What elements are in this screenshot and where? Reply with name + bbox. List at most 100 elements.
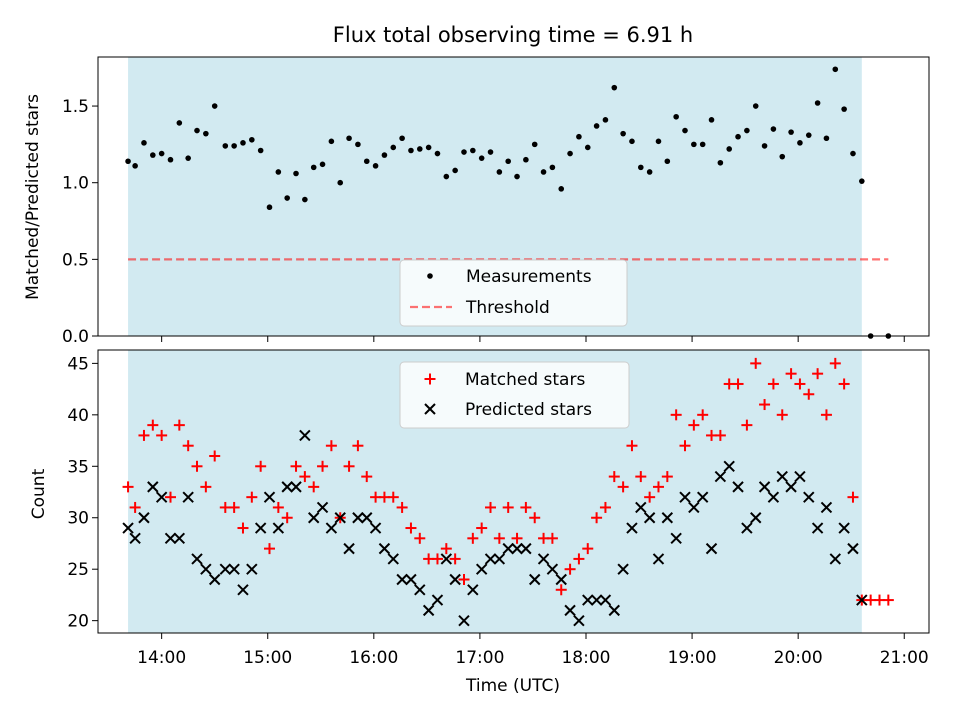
- measurement-point: [841, 106, 847, 112]
- x-axis-label: Time (UTC): [465, 676, 560, 696]
- matched-stars-point: [829, 357, 841, 369]
- matched-stars-point: [847, 491, 859, 503]
- predicted-stars-point: [263, 491, 276, 503]
- matched-stars-point: [573, 553, 585, 565]
- y-tick-label: 0.0: [62, 327, 89, 347]
- predicted-stars-point: [626, 522, 638, 534]
- predicted-stars-point: [758, 481, 771, 493]
- measurement-point: [176, 120, 183, 126]
- predicted-stars-point: [272, 522, 285, 534]
- predicted-stars-point: [237, 584, 249, 596]
- measurement-point: [284, 195, 290, 201]
- predicted-stars-point: [856, 594, 868, 606]
- measurement-point: [381, 152, 388, 158]
- matched-stars-point: [200, 481, 212, 493]
- matched-stars-point: [325, 440, 337, 452]
- matched-stars-point: [714, 429, 726, 441]
- measurement-point: [425, 144, 432, 151]
- predicted-stars-point: [617, 563, 629, 575]
- matched-stars-point: [182, 440, 194, 452]
- measurement-point: [125, 158, 131, 165]
- measurement-point: [735, 133, 741, 140]
- measurement-point: [203, 130, 209, 137]
- measurement-point: [584, 144, 591, 151]
- legend-threshold-label: Threshold: [465, 298, 550, 318]
- matched-stars-point: [458, 573, 470, 585]
- predicted-stars-point: [794, 470, 806, 483]
- measurement-point: [850, 150, 856, 157]
- measurement-point: [337, 179, 344, 186]
- measurement-point: [814, 100, 821, 106]
- measurement-point: [222, 143, 229, 149]
- y-tick-label: 20: [67, 612, 89, 632]
- measurement-point: [266, 204, 273, 211]
- matched-stars-point: [440, 543, 452, 555]
- measurement-point: [443, 173, 450, 180]
- measurement-point: [531, 141, 538, 148]
- predicted-stars-point: [502, 542, 514, 555]
- y-tick-label: 0.5: [62, 250, 89, 270]
- matched-stars-point: [246, 491, 258, 503]
- predicted-stars-point: [155, 491, 168, 503]
- predicted-stars-point: [396, 573, 408, 586]
- predicted-stars-point: [652, 553, 665, 565]
- matched-stars-point: [599, 501, 611, 513]
- matched-stars-point: [467, 532, 479, 544]
- top-legend-box: [399, 259, 628, 327]
- matched-stars-point: [485, 501, 497, 513]
- predicted-stars-point: [334, 512, 346, 524]
- legend-measurements-label: Measurements: [466, 267, 592, 287]
- legend-predicted-stars-marker: [424, 403, 436, 415]
- measurement-point: [832, 66, 839, 73]
- measurement-point: [505, 158, 511, 165]
- predicted-stars-point: [714, 470, 727, 483]
- measurement-point: [240, 140, 246, 146]
- measurement-point: [372, 163, 379, 169]
- measurement-point: [194, 127, 200, 134]
- matched-stars-point: [776, 409, 788, 421]
- predicted-stars-point: [361, 512, 373, 524]
- measurement-point: [717, 159, 724, 166]
- predicted-stars-point: [173, 532, 186, 545]
- matched-stars-point: [414, 532, 426, 544]
- x-tick-label: 20:00: [774, 648, 823, 668]
- matched-stars-point: [741, 419, 753, 431]
- predicted-stars-point: [803, 491, 815, 503]
- bottom-panel: 20 25 30 35 40 45 14:00 15:00 16:00 17:00 18:00 19…: [29, 349, 930, 696]
- chart-title: Flux total observing time = 6.91 h: [333, 23, 693, 47]
- measurement-point: [355, 141, 361, 148]
- x-tick-label: 21:00: [880, 648, 929, 668]
- measurement-point: [275, 169, 282, 175]
- bottom-y-axis-label: Count: [29, 468, 49, 519]
- matched-stars-point: [555, 584, 567, 596]
- y-tick-label: 35: [67, 457, 89, 477]
- predicted-stars-point: [405, 573, 417, 586]
- top-y-axis-label: Matched/Predicted stars: [23, 94, 43, 300]
- measurement-point: [602, 117, 609, 123]
- predicted-stars-point: [555, 573, 567, 586]
- predicted-stars-point: [129, 532, 141, 545]
- bottom-x-ticks: 14:00 15:00 16:00 17:00 18:00 19:00 20:00 21:00: [137, 633, 929, 668]
- matched-stars-point: [670, 409, 682, 421]
- bottom-legend-box: [399, 361, 630, 429]
- measurement-point: [434, 150, 441, 157]
- predicted-stars-point: [352, 512, 364, 524]
- y-tick-label: 30: [67, 509, 89, 529]
- matched-stars-point: [564, 563, 576, 575]
- measurement-point: [416, 146, 423, 152]
- predicted-stars-point: [670, 532, 682, 545]
- matched-stars-point: [191, 460, 203, 472]
- measurement-point: [593, 123, 600, 129]
- measurement-point: [478, 155, 485, 161]
- predicted-stars-point: [696, 491, 709, 503]
- measurement-point: [682, 127, 688, 134]
- matched-stars-point: [750, 357, 762, 369]
- top-panel: 0.0 0.5 1.0 1.5 Flux total observing time =…: [23, 23, 930, 347]
- x-tick-label: 16:00: [349, 648, 398, 668]
- predicted-stars-point: [228, 563, 240, 575]
- measurement-point: [470, 147, 476, 154]
- matched-stars-point: [732, 378, 744, 390]
- predicted-stars-point: [219, 563, 232, 575]
- predicted-stars-point: [599, 594, 612, 606]
- matched-stars-point: [661, 471, 673, 483]
